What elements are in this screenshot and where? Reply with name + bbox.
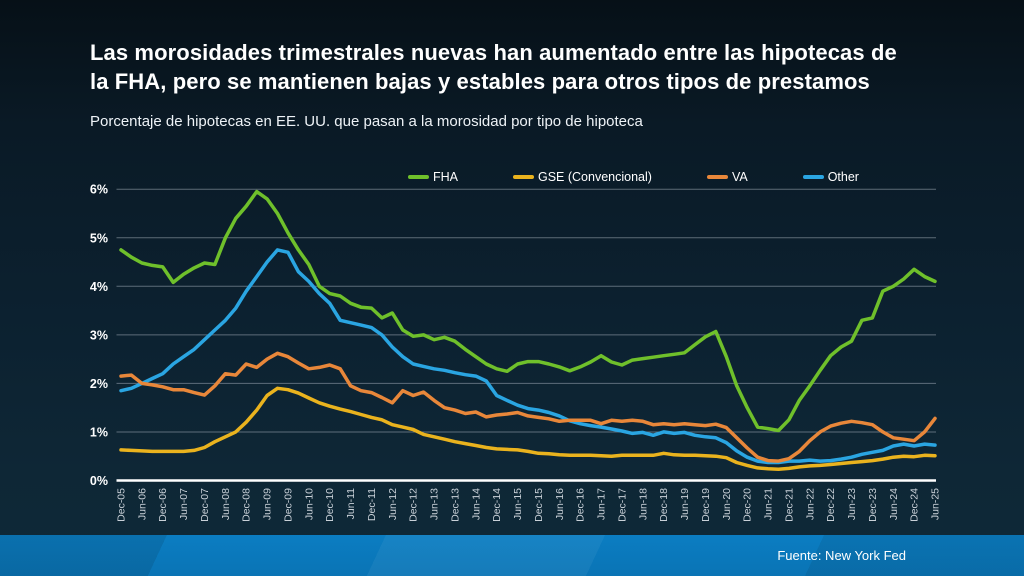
x-axis-tick-label: Jun-09 bbox=[262, 488, 274, 520]
x-axis-tick-label: Jun-10 bbox=[303, 488, 315, 520]
x-axis-tick-label: Dec-21 bbox=[783, 488, 795, 522]
x-axis-tick-label: Dec-07 bbox=[199, 488, 211, 522]
x-axis-tick-label: Jun-20 bbox=[721, 488, 733, 520]
x-axis-tick-label: Jun-13 bbox=[429, 488, 441, 520]
x-axis-tick-label: Jun-11 bbox=[345, 488, 357, 519]
x-axis-tick-label: Dec-06 bbox=[157, 488, 169, 522]
x-axis-tick-label: Jun-12 bbox=[387, 488, 399, 520]
y-axis-tick-label: 1% bbox=[90, 425, 108, 439]
x-axis-tick-label: Jun-17 bbox=[596, 488, 608, 520]
x-axis-tick-label: Dec-23 bbox=[867, 488, 879, 522]
x-axis-tick-label: Jun-07 bbox=[178, 488, 190, 520]
y-axis-tick-label: 2% bbox=[90, 377, 108, 391]
page-title: Las morosidades trimestrales nuevas han … bbox=[90, 38, 970, 96]
title-line-1: Las morosidades trimestrales nuevas han … bbox=[90, 40, 897, 65]
x-axis-tick-label: Jun-15 bbox=[512, 488, 524, 520]
x-axis-tick-label: Jun-14 bbox=[470, 488, 482, 520]
legend-swatch-icon bbox=[408, 175, 429, 179]
source-text: Fuente: New York Fed bbox=[777, 548, 906, 563]
series-line-va bbox=[119, 351, 937, 463]
x-axis-tick-label: Jun-25 bbox=[930, 488, 942, 520]
y-axis-tick-label: 3% bbox=[90, 328, 108, 342]
x-axis-tick-label: Jun-18 bbox=[637, 488, 649, 520]
x-axis-tick-label: Dec-16 bbox=[575, 488, 587, 522]
y-axis-tick-label: 0% bbox=[90, 474, 108, 488]
x-axis-tick-label: Jun-19 bbox=[679, 488, 691, 520]
footer-bar: Fuente: New York Fed bbox=[0, 535, 1024, 576]
x-axis-tick-label: Dec-20 bbox=[742, 488, 754, 522]
x-axis-tick-label: Dec-15 bbox=[533, 488, 545, 522]
x-axis-tick-label: Jun-23 bbox=[846, 488, 858, 520]
series-line-other bbox=[119, 248, 937, 465]
series-line-fha bbox=[119, 189, 937, 433]
x-axis-tick-label: Jun-08 bbox=[220, 488, 232, 520]
legend-swatch-icon bbox=[513, 175, 534, 179]
x-axis-tick-label: Dec-12 bbox=[408, 488, 420, 522]
x-axis-tick-label: Jun-21 bbox=[763, 488, 775, 520]
x-axis-tick-label: Dec-09 bbox=[282, 488, 294, 522]
legend-label: FHA bbox=[433, 170, 458, 184]
legend-label: VA bbox=[731, 170, 748, 184]
legend-item-gse-convencional: GSE (Convencional) bbox=[513, 170, 652, 184]
x-axis-tick-label: Jun-16 bbox=[554, 488, 566, 520]
x-axis-tick-label: Dec-19 bbox=[700, 488, 712, 522]
x-axis-tick-label: Dec-13 bbox=[449, 488, 461, 522]
legend-label: GSE (Convencional) bbox=[538, 170, 652, 184]
x-axis-tick-label: Dec-17 bbox=[616, 488, 628, 522]
page-subtitle: Porcentaje de hipotecas en EE. UU. que p… bbox=[90, 113, 643, 130]
legend-item-va: VA bbox=[706, 170, 748, 184]
x-axis-tick-label: Dec-08 bbox=[241, 488, 253, 522]
x-axis-tick-label: Dec-14 bbox=[491, 488, 503, 522]
legend-label: Other bbox=[827, 170, 859, 184]
chart-legend: FHA GSE (Convencional) VA Other bbox=[408, 168, 859, 186]
x-axis-tick-label: Jun-06 bbox=[136, 488, 148, 520]
x-axis-tick-label: Jun-22 bbox=[804, 488, 816, 520]
x-axis-tick-label: Dec-18 bbox=[658, 488, 670, 522]
y-axis-tick-label: 5% bbox=[90, 231, 108, 245]
legend-item-other: Other bbox=[802, 170, 859, 184]
y-axis-tick-label: 6% bbox=[90, 183, 108, 197]
x-axis-tick-label: Dec-11 bbox=[366, 488, 378, 521]
legend-item-fha: FHA bbox=[408, 170, 458, 184]
x-axis-tick-label: Dec-22 bbox=[825, 488, 837, 522]
x-axis-tick-label: Jun-24 bbox=[888, 488, 900, 520]
legend-swatch-icon bbox=[802, 175, 824, 179]
series-line-gse-convencional bbox=[119, 386, 937, 472]
x-axis-tick-label: Dec-05 bbox=[116, 488, 128, 522]
x-axis-tick-label: Dec-10 bbox=[324, 488, 336, 522]
title-line-2: la FHA, pero se mantienen bajas y establ… bbox=[90, 69, 870, 94]
y-axis-tick-label: 4% bbox=[90, 280, 108, 294]
x-axis-tick-label: Dec-24 bbox=[909, 488, 921, 522]
legend-swatch-icon bbox=[706, 175, 728, 179]
